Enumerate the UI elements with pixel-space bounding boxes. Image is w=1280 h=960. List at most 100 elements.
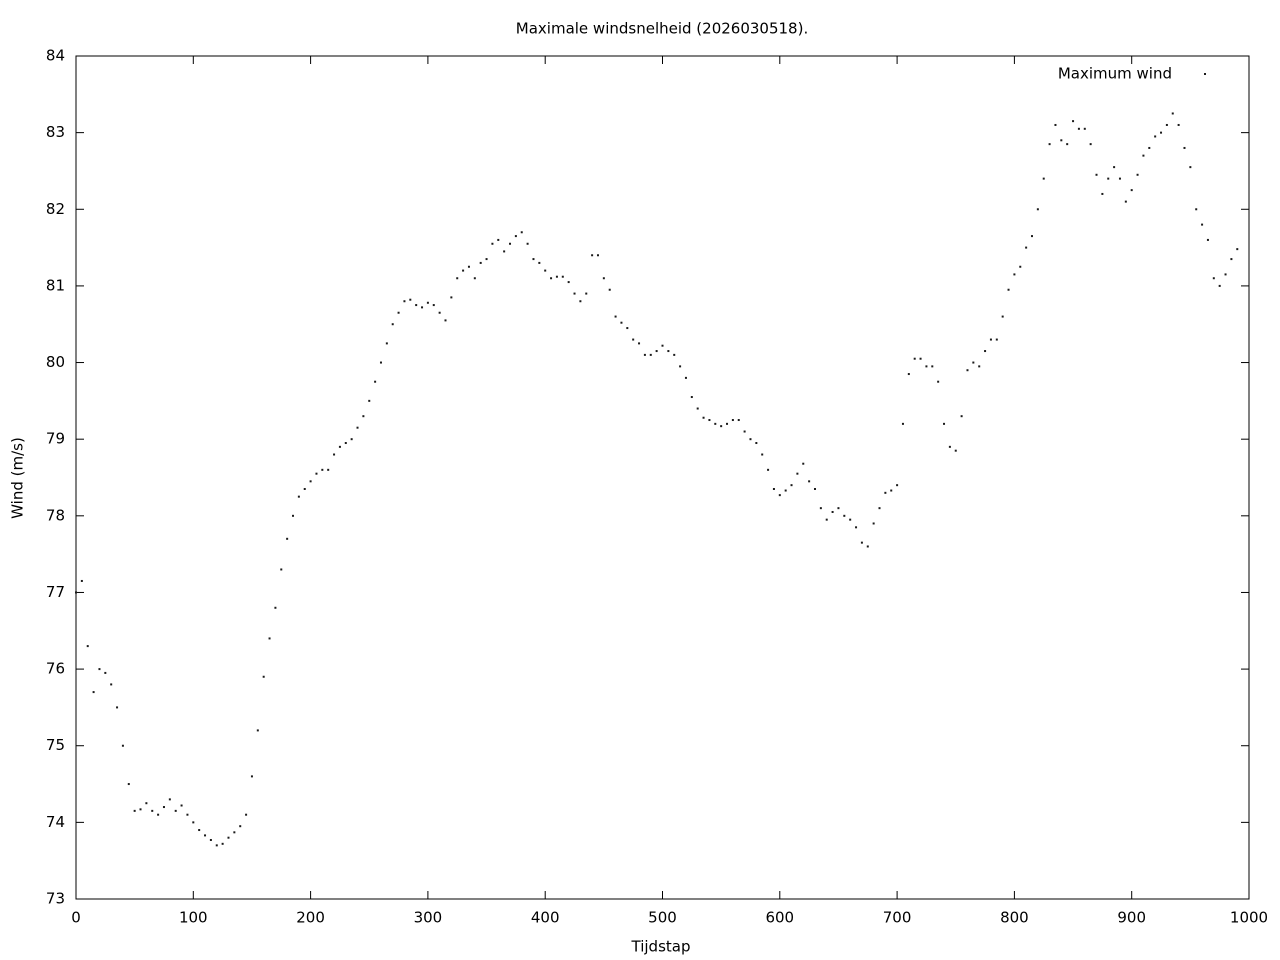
data-point: [1042, 177, 1045, 180]
data-point: [526, 242, 529, 245]
x-tick-label: 1000: [1230, 909, 1268, 927]
data-point: [356, 426, 359, 429]
data-point: [913, 357, 916, 360]
y-tick-label: 74: [46, 813, 65, 831]
data-point: [931, 365, 934, 368]
data-point: [421, 306, 424, 309]
data-point: [837, 507, 840, 510]
data-point: [731, 419, 734, 422]
data-point: [843, 514, 846, 517]
y-tick-label: 81: [46, 276, 65, 294]
data-point: [778, 494, 781, 497]
data-point: [520, 231, 523, 234]
data-point: [567, 281, 570, 284]
y-tick-label: 79: [46, 430, 65, 448]
data-point: [80, 579, 83, 582]
data-point: [626, 327, 629, 330]
data-point: [450, 296, 453, 299]
data-point: [1171, 112, 1174, 115]
x-tick-label: 800: [1000, 909, 1029, 927]
data-point: [509, 242, 512, 245]
data-point: [374, 380, 377, 383]
data-point: [75, 591, 77, 594]
data-point: [696, 407, 699, 410]
y-tick-label: 73: [46, 890, 65, 908]
data-point: [1154, 135, 1157, 138]
chart-title: Maximale windsnelheid (2026030518).: [516, 20, 808, 38]
data-point: [426, 301, 429, 304]
data-point: [555, 275, 558, 278]
data-point: [620, 321, 623, 324]
data-point: [268, 637, 271, 640]
data-point: [884, 491, 887, 494]
data-point: [98, 668, 101, 671]
data-point: [315, 472, 318, 475]
data-point: [1165, 123, 1168, 126]
data-point: [514, 235, 517, 238]
data-point: [250, 775, 253, 778]
data-point: [749, 438, 752, 441]
data-point: [1160, 131, 1163, 134]
data-point: [978, 365, 981, 368]
data-point: [1142, 154, 1145, 157]
data-point: [849, 518, 852, 521]
data-point: [767, 468, 770, 471]
data-point: [790, 484, 793, 487]
data-point: [338, 445, 341, 448]
y-tick-label: 75: [46, 736, 65, 754]
data-point: [573, 292, 576, 295]
data-point: [995, 338, 998, 341]
y-axis-label: Wind (m/s): [9, 437, 27, 519]
data-point: [579, 300, 582, 303]
x-tick-label: 400: [531, 909, 560, 927]
data-point: [655, 350, 658, 353]
data-point: [415, 304, 418, 307]
data-point: [409, 298, 412, 301]
data-point: [726, 422, 729, 425]
data-point: [333, 453, 336, 456]
data-point: [943, 422, 946, 425]
data-point: [139, 808, 142, 811]
data-point: [954, 449, 957, 452]
data-point: [280, 568, 283, 571]
data-point: [585, 292, 588, 295]
data-point: [907, 373, 910, 376]
data-point: [303, 487, 306, 490]
data-point: [1230, 258, 1233, 261]
data-point: [1054, 123, 1057, 126]
data-point: [309, 480, 312, 483]
data-point: [391, 323, 394, 326]
data-point: [292, 514, 295, 517]
data-point: [397, 311, 400, 314]
data-point: [215, 844, 218, 847]
data-point: [1236, 248, 1239, 251]
data-point: [145, 802, 148, 805]
data-point: [1177, 123, 1180, 126]
data-point: [245, 813, 248, 816]
data-point: [649, 353, 652, 356]
y-tick-label: 78: [46, 506, 65, 524]
x-tick-label: 200: [296, 909, 325, 927]
data-point: [890, 489, 893, 492]
data-point: [708, 419, 711, 422]
data-point: [1060, 139, 1063, 142]
data-point: [714, 422, 717, 425]
data-point: [1019, 265, 1022, 268]
x-tick-label: 500: [648, 909, 677, 927]
data-point: [855, 526, 858, 529]
data-point: [602, 277, 605, 280]
data-point: [1148, 146, 1151, 149]
data-point: [1124, 200, 1127, 203]
data-point: [1095, 173, 1098, 176]
data-point: [327, 468, 330, 471]
data-point: [1089, 143, 1092, 146]
data-point: [180, 804, 183, 807]
data-point: [1007, 288, 1010, 291]
data-point: [227, 836, 230, 839]
data-point: [614, 315, 617, 318]
data-point: [157, 813, 160, 816]
data-point: [860, 541, 863, 544]
data-point: [379, 361, 382, 364]
y-tick-label: 84: [46, 47, 65, 65]
